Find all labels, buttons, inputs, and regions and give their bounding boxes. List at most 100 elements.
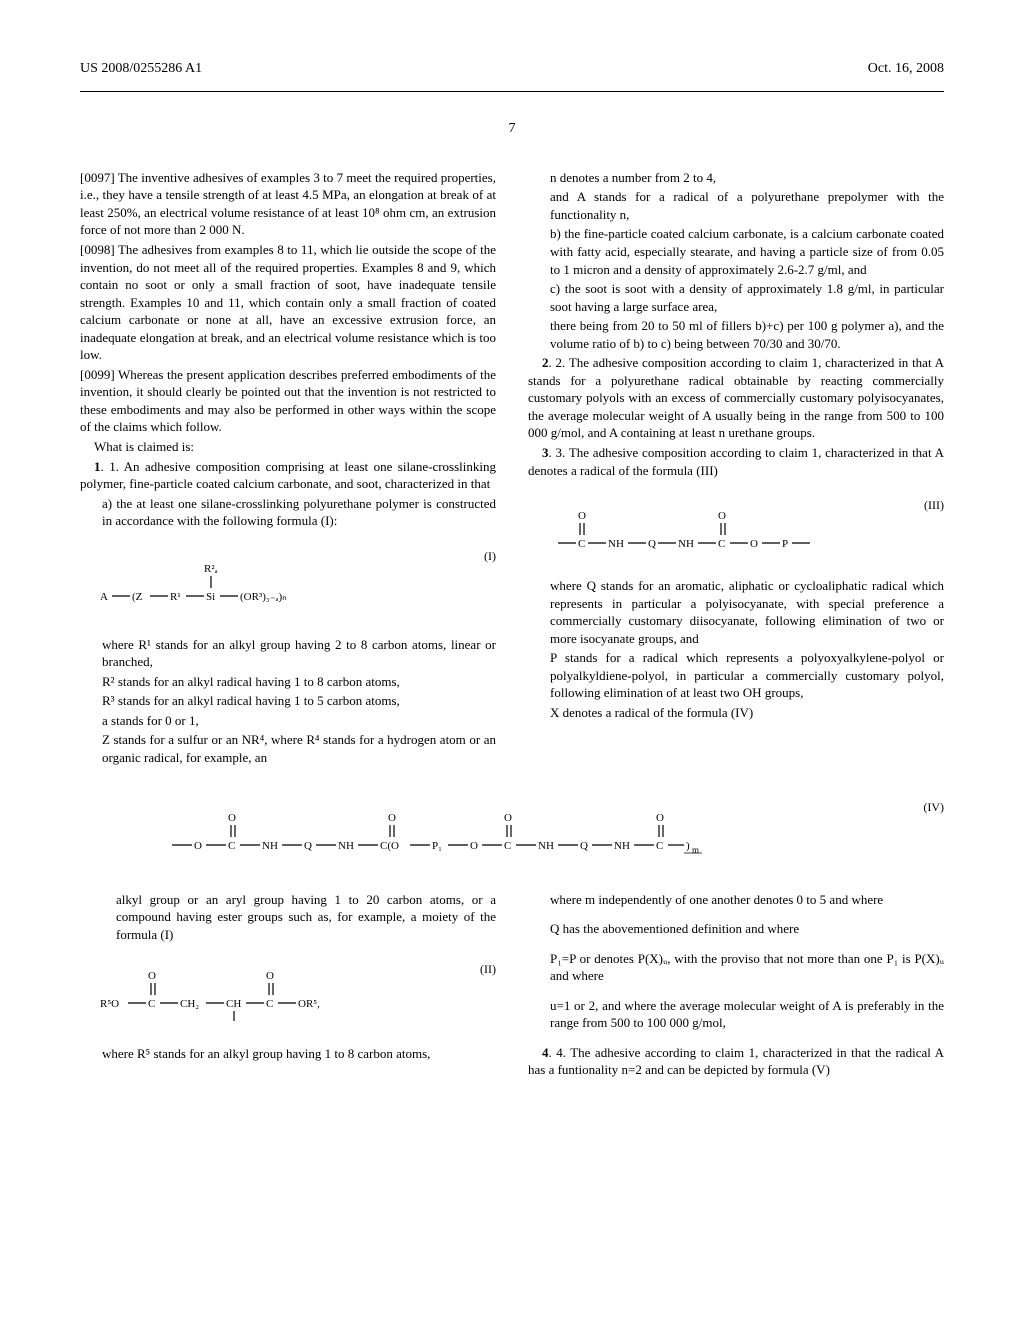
svg-text:O: O [718, 510, 726, 522]
claim-4: 4. 4. The adhesive according to claim 1,… [528, 1044, 944, 1079]
formula-III: (III) C O NH Q NH [528, 497, 944, 559]
claim-1-cont: alkyl group or an aryl group having 1 to… [80, 891, 496, 944]
svg-text:CH₂: CH₂ [180, 998, 199, 1010]
svg-text:C: C [656, 840, 663, 852]
claim-1-r1: where R¹ stands for an alkyl group havin… [80, 636, 496, 671]
formula-II: (II) R⁵O C O CH₂ CH C [80, 961, 496, 1027]
formula-III-number: (III) [924, 497, 944, 513]
claim-2: 2. 2. The adhesive composition according… [528, 354, 944, 442]
svg-text:CH: CH [226, 998, 241, 1010]
claim-num: 1 [94, 459, 101, 474]
svg-text:R¹: R¹ [170, 591, 181, 603]
claim-num: 3 [542, 445, 549, 460]
svg-text:A: A [100, 591, 108, 603]
right-column-bottom: where m independently of one another den… [528, 891, 944, 1081]
claim-1-b: b) the fine-particle coated calcium carb… [528, 225, 944, 278]
header-left: US 2008/0255286 A1 [80, 60, 202, 79]
svg-text:(OR³)₃₋ₐ)ₙ: (OR³)₃₋ₐ)ₙ [240, 591, 287, 603]
claim-3-q2: Q has the abovementioned definition and … [528, 920, 944, 938]
claim-1-n: n denotes a number from 2 to 4, [528, 169, 944, 187]
svg-text:P₁: P₁ [432, 840, 442, 852]
claim-1-lead: 1. 1. An adhesive composition comprising… [80, 458, 496, 493]
svg-text:O: O [578, 510, 586, 522]
claim-1-A: and A stands for a radical of a polyuret… [528, 188, 944, 223]
claim-1-a: a) the at least one silane-crosslinking … [80, 495, 496, 530]
claim-3-p: P stands for a radical which represents … [528, 649, 944, 702]
formula-II-svg: R⁵O C O CH₂ CH C O [100, 961, 400, 1027]
header-rule [80, 91, 944, 92]
formula-IV: (IV) O C O NH Q NH C(O [80, 799, 944, 861]
svg-text:): ) [686, 840, 690, 852]
svg-text:C: C [266, 998, 273, 1010]
formula-II-number: (II) [480, 961, 496, 977]
formula-I: (I) A (Z R¹ Si (OR³)₃₋ₐ)ₙ R²ₐ [80, 548, 496, 618]
para-label: [0098] [80, 242, 115, 257]
para-label: [0099] [80, 367, 115, 382]
claim-3-u: u=1 or 2, and where the average molecula… [528, 997, 944, 1032]
paragraph-0097: [0097] The inventive adhesives of exampl… [80, 169, 496, 239]
svg-text:Q: Q [580, 840, 588, 852]
claim-3-p1: P₁=P or denotes P(X)ᵤ, with the proviso … [528, 950, 944, 985]
claim-3: 3. 3. The adhesive composition according… [528, 444, 944, 479]
claim-1-r2: R² stands for an alkyl radical having 1 … [80, 673, 496, 691]
header-right: Oct. 16, 2008 [868, 60, 944, 79]
svg-text:C: C [578, 538, 585, 550]
left-column: [0097] The inventive adhesives of exampl… [80, 169, 496, 769]
formula-III-svg: C O NH Q NH C [558, 497, 868, 559]
svg-text:O: O [656, 812, 664, 824]
claim-1-r3: R³ stands for an alkyl radical having 1 … [80, 692, 496, 710]
svg-text:NH: NH [338, 840, 354, 852]
formula-I-number: (I) [484, 548, 496, 564]
right-column: n denotes a number from 2 to 4, and A st… [528, 169, 944, 769]
svg-text:O: O [266, 970, 274, 982]
svg-text:Si: Si [206, 591, 215, 603]
para-text: Whereas the present application describe… [80, 367, 496, 435]
svg-text:C: C [718, 538, 725, 550]
svg-text:C(O: C(O [380, 840, 399, 852]
page-header: US 2008/0255286 A1 Oct. 16, 2008 [80, 60, 944, 83]
page-number: 7 [80, 120, 944, 139]
svg-text:C: C [504, 840, 511, 852]
claim-3-x: X denotes a radical of the formula (IV) [528, 704, 944, 722]
upper-columns: [0097] The inventive adhesives of exampl… [80, 169, 944, 769]
svg-text:OR⁵,: OR⁵, [298, 998, 320, 1010]
svg-text:Q: Q [648, 538, 656, 550]
lower-columns: alkyl group or an aryl group having 1 to… [80, 891, 944, 1081]
svg-text:O: O [228, 812, 236, 824]
svg-text:R²ₐ: R²ₐ [204, 563, 218, 575]
svg-text:(Z: (Z [132, 591, 143, 603]
paragraph-0098: [0098] The adhesives from examples 8 to … [80, 241, 496, 364]
left-column-bottom: alkyl group or an aryl group having 1 to… [80, 891, 496, 1081]
para-text: The adhesives from examples 8 to 11, whi… [80, 242, 496, 362]
claim-num: 2 [542, 355, 549, 370]
svg-text:O: O [194, 840, 202, 852]
svg-text:O: O [470, 840, 478, 852]
formula-I-svg: A (Z R¹ Si (OR³)₃₋ₐ)ₙ R²ₐ [100, 548, 360, 618]
claim-1-r5: where R⁵ stands for an alkyl group havin… [80, 1045, 496, 1063]
formula-IV-svg: O C O NH Q NH C(O O P₁ [132, 799, 892, 861]
svg-text:NH: NH [538, 840, 554, 852]
svg-text:C: C [228, 840, 235, 852]
page-root: US 2008/0255286 A1 Oct. 16, 2008 7 [0097… [0, 0, 1024, 1121]
claim-1-ratio: there being from 20 to 50 ml of fillers … [528, 317, 944, 352]
claim-2-text: 2. The adhesive composition according to… [528, 355, 944, 440]
para-text: The inventive adhesives of examples 3 to… [80, 170, 496, 238]
svg-text:NH: NH [608, 538, 624, 550]
claim-1-a-val: a stands for 0 or 1, [80, 712, 496, 730]
formula-IV-number: (IV) [923, 799, 944, 815]
svg-text:O: O [750, 538, 758, 550]
svg-text:NH: NH [262, 840, 278, 852]
claim-3-text: 3. The adhesive composition according to… [528, 445, 944, 478]
svg-text:O: O [504, 812, 512, 824]
para-label: [0097] [80, 170, 115, 185]
claim-3-q: where Q stands for an aromatic, aliphati… [528, 577, 944, 647]
claim-num: 4 [542, 1045, 549, 1060]
claim-4-text: 4. The adhesive according to claim 1, ch… [528, 1045, 944, 1078]
svg-text:P: P [782, 538, 788, 550]
claim-1-text: 1. An adhesive composition comprising at… [80, 459, 496, 492]
svg-text:C: C [148, 998, 155, 1010]
claim-1-c: c) the soot is soot with a density of ap… [528, 280, 944, 315]
svg-text:NH: NH [614, 840, 630, 852]
formula-IV-block: (IV) O C O NH Q NH C(O [80, 799, 944, 861]
svg-text:Q: Q [304, 840, 312, 852]
